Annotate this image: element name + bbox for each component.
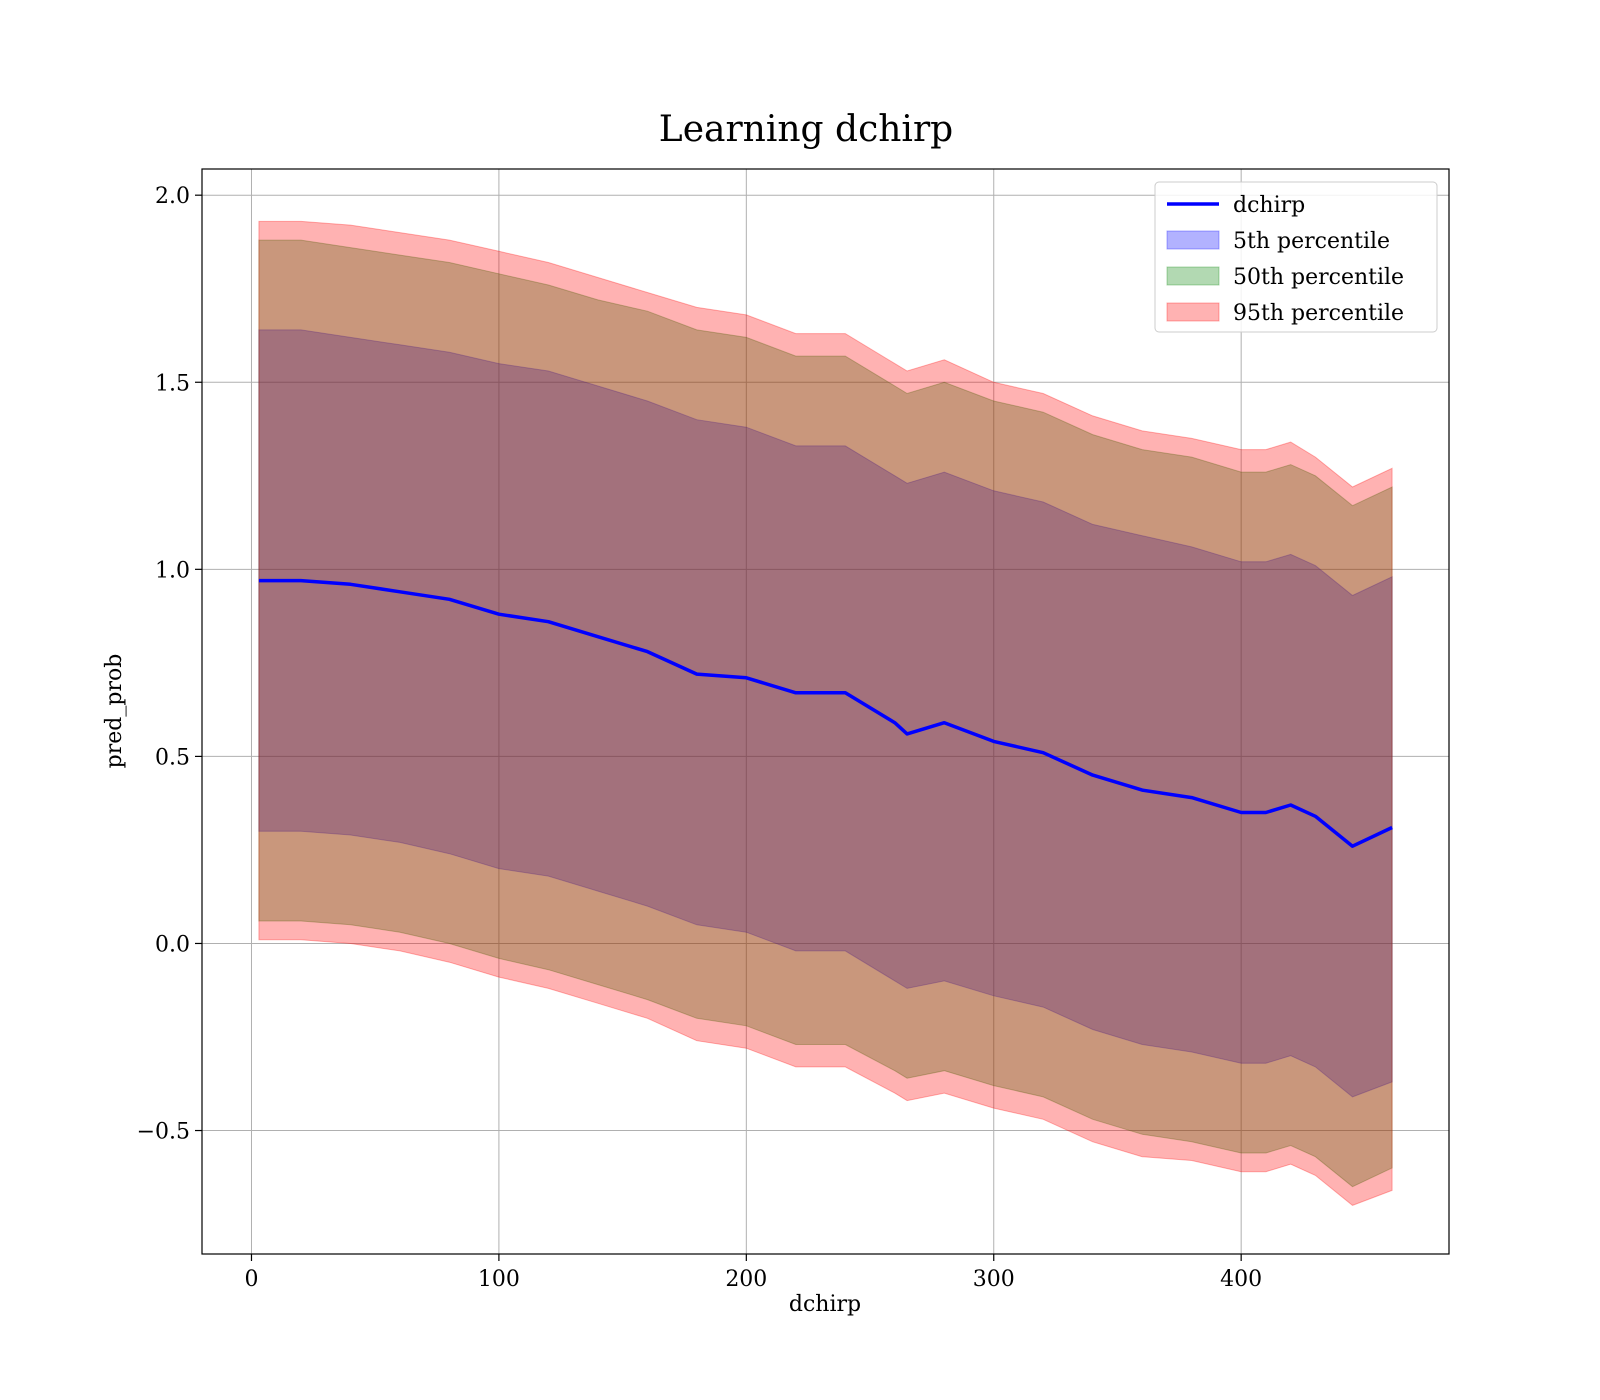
x-tick-label: 400 xyxy=(1220,1267,1262,1292)
chart-title: Learning dchirp xyxy=(659,109,953,150)
legend-box xyxy=(1154,181,1438,333)
y-tick-label: 1.0 xyxy=(155,558,190,583)
x-tick-label: 300 xyxy=(973,1267,1015,1292)
band-95th-percentile xyxy=(258,220,1393,1206)
y-tick-label: 0.5 xyxy=(155,745,190,770)
band-5th-percentile xyxy=(258,329,1393,1098)
line-layer xyxy=(258,578,1393,848)
y-axis-label: pred_prob xyxy=(102,654,127,769)
legend: dchirp 5th percentile 50th percentile 95th … xyxy=(1154,181,1438,333)
band-layer xyxy=(258,220,1393,1206)
legend-label: 50th percentile xyxy=(1233,265,1404,290)
x-tick-label: 200 xyxy=(725,1267,767,1292)
plot-frame xyxy=(201,168,1450,1255)
grid-layer xyxy=(202,169,1449,1254)
legend-swatch-band xyxy=(1166,266,1220,286)
legend-label: 5th percentile xyxy=(1233,229,1390,254)
y-tick-label: 1.5 xyxy=(155,371,190,396)
legend-label: dchirp xyxy=(1233,193,1305,218)
y-tick-label: 2.0 xyxy=(155,184,190,209)
legend-swatch-band xyxy=(1166,302,1220,322)
y-tick-label: −0.5 xyxy=(137,1120,190,1145)
legend-swatch-band xyxy=(1166,230,1220,250)
legend-label: 95th percentile xyxy=(1233,301,1404,326)
y-tick-label: 0.0 xyxy=(155,932,190,957)
x-tick-label: 0 xyxy=(244,1267,258,1292)
band-50th-percentile xyxy=(258,239,1393,1188)
x-axis-label: dchirp xyxy=(789,1292,861,1317)
tick-layer: 0 100 200 300 400 −0.5 0.0 0.5 1.0 1.5 2.0 xyxy=(137,184,1263,1292)
x-tick-label: 100 xyxy=(478,1267,520,1292)
